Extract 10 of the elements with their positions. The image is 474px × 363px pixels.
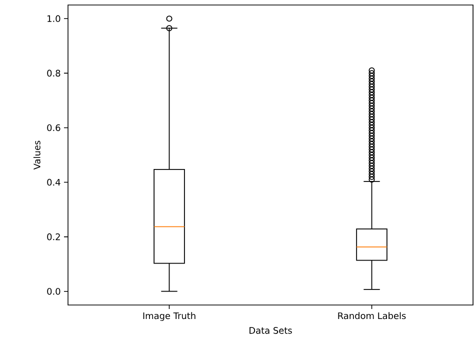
y-tick-label: 0.4 xyxy=(47,178,60,186)
y-tick-label: 0.2 xyxy=(47,233,60,240)
x-tick-label: Random Labels xyxy=(338,312,406,320)
y-tick-label: 0.0 xyxy=(47,288,60,295)
y-axis-title: Values xyxy=(33,140,40,170)
x-axis-title: Data Sets xyxy=(250,327,292,334)
x-tick-label: Image Truth xyxy=(143,312,196,321)
y-tick-label: 0.8 xyxy=(47,70,60,77)
y-tick-label: 1.0 xyxy=(48,15,60,22)
y-tick-label: 0.6 xyxy=(47,124,60,132)
